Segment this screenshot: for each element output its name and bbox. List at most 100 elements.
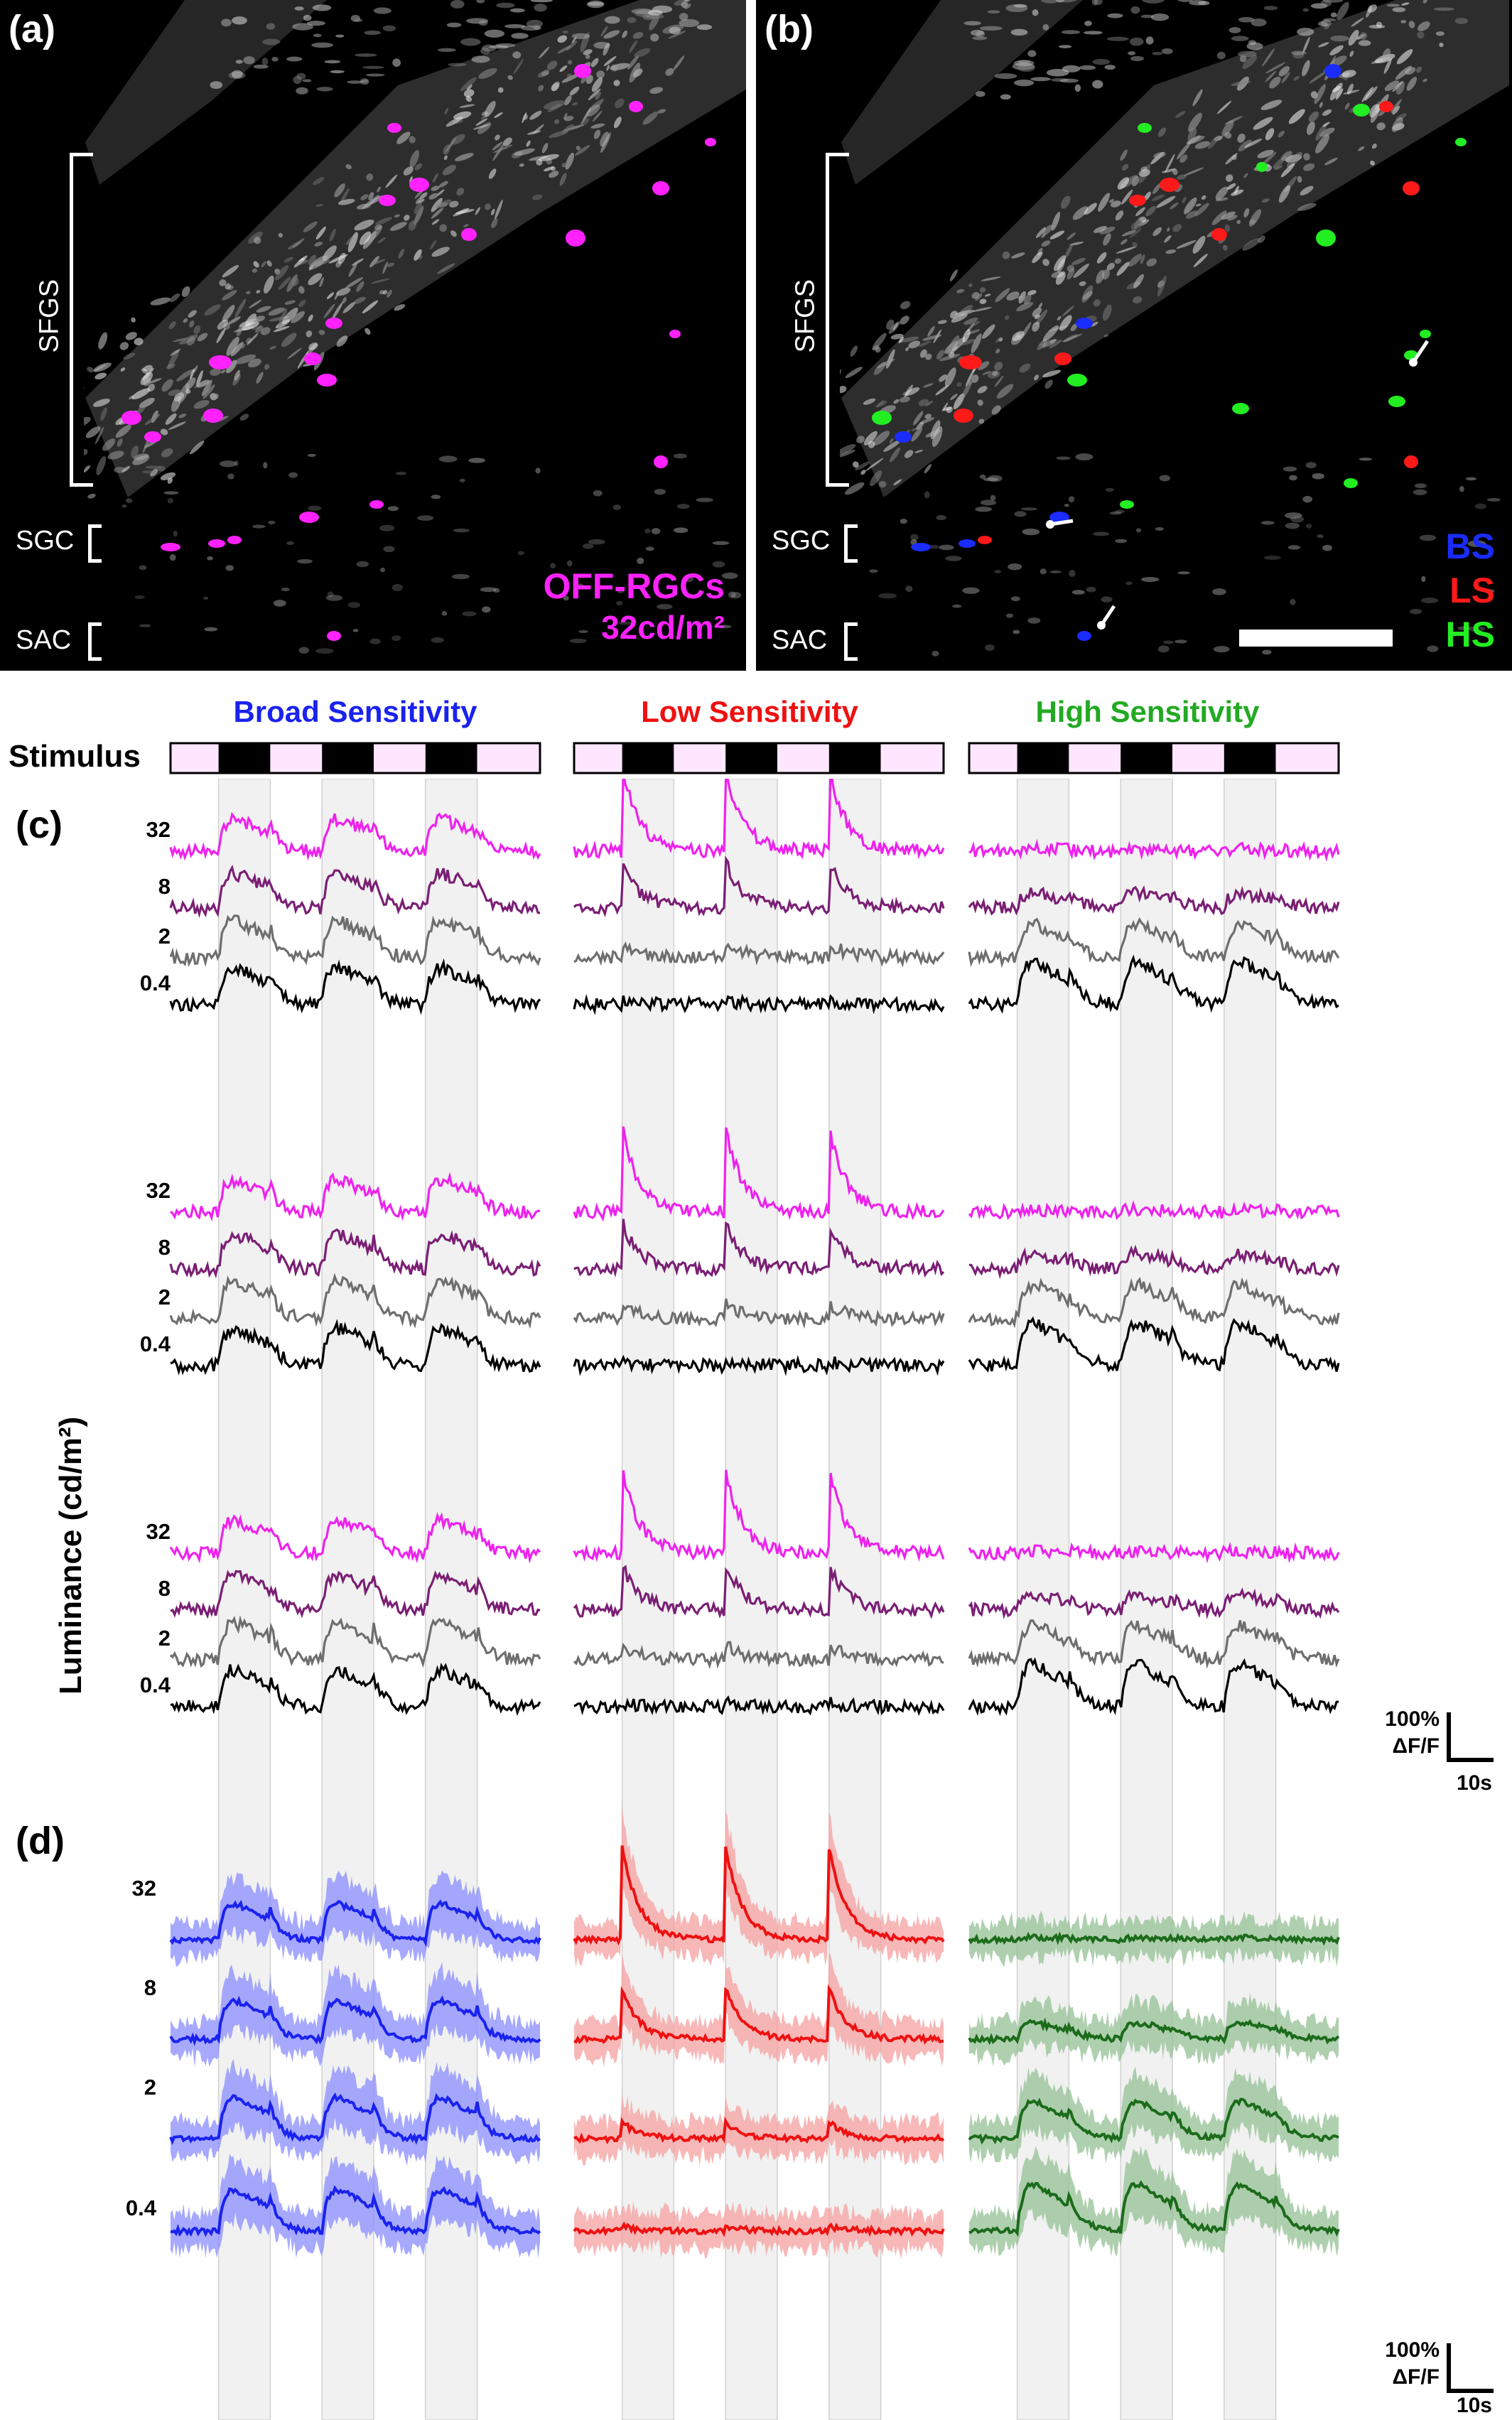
neuropil-fiber xyxy=(1415,66,1422,73)
panel-b-label: (b) xyxy=(765,8,814,50)
sgc-fiber xyxy=(682,576,694,583)
neuropil-fiber xyxy=(201,379,212,396)
neuropil-fiber xyxy=(480,47,490,55)
neuropil-fiber xyxy=(193,325,201,335)
sgc-fiber xyxy=(380,567,385,573)
neuropil-fiber xyxy=(385,174,398,188)
neuropil-fiber xyxy=(657,109,666,114)
neuropil-fiber xyxy=(335,34,345,38)
sgc-fiber xyxy=(1322,544,1332,551)
neuropil-fiber xyxy=(471,55,490,63)
neuropil-fiber xyxy=(877,399,885,407)
neuropil-fiber xyxy=(1121,163,1129,171)
rgc-bouton xyxy=(1049,512,1069,523)
neuropil-fiber xyxy=(652,5,673,13)
sgc-fiber xyxy=(1290,598,1296,605)
neuropil-fiber xyxy=(870,470,882,487)
neuropil-fiber xyxy=(287,347,302,360)
neuropil-fiber xyxy=(394,214,400,218)
neuropil-fiber xyxy=(1170,202,1179,210)
sgc-fiber xyxy=(651,528,661,535)
neuropil-fiber xyxy=(252,325,263,330)
off-epoch-shading xyxy=(1224,779,1277,2420)
sgc-fiber xyxy=(139,624,151,627)
neuropil-fiber xyxy=(1145,36,1154,45)
neuropil-fiber xyxy=(278,308,287,328)
neuropil-fiber xyxy=(1102,269,1110,280)
neuropil-fiber xyxy=(1329,45,1344,55)
neuropil-fiber xyxy=(1135,207,1145,217)
neuropil-fiber xyxy=(308,314,313,322)
neuropil-fiber xyxy=(1406,77,1418,91)
neuropil-fiber xyxy=(1193,254,1208,268)
sac-label-a: SAC xyxy=(16,625,72,655)
neuropil-fiber xyxy=(627,55,639,70)
sgc-fiber xyxy=(252,524,266,529)
neuropil-fiber xyxy=(908,340,921,349)
rgc-bouton xyxy=(409,178,429,192)
sgc-fiber xyxy=(1420,597,1439,604)
neuropil-fiber xyxy=(1286,151,1302,168)
rgc-bouton xyxy=(208,539,225,548)
neuropil-fiber xyxy=(231,70,243,79)
neuropil-fiber xyxy=(1260,99,1282,110)
neuropil-fiber xyxy=(92,399,110,407)
neuropil-fiber xyxy=(1152,183,1162,195)
stimulus-segment xyxy=(171,743,219,773)
neuropil-fiber xyxy=(273,325,290,333)
neuropil-fiber xyxy=(437,189,445,196)
neuropil-fiber xyxy=(414,249,422,261)
neuropil-fiber xyxy=(595,92,601,100)
neuropil-fiber xyxy=(1164,234,1172,243)
neuropil-fiber xyxy=(889,447,901,463)
neuropil-fiber xyxy=(235,60,243,64)
neuropil-fiber xyxy=(1042,225,1053,235)
neuropil-fiber xyxy=(232,16,247,25)
neuropil-fiber xyxy=(377,186,381,193)
rgc-bouton xyxy=(1067,374,1087,387)
neuropil-fiber xyxy=(1188,112,1202,132)
stimulus-segment xyxy=(674,743,726,773)
neuropil-fiber xyxy=(860,470,866,475)
neuropil-fiber xyxy=(409,176,413,183)
sgc-fiber xyxy=(1465,477,1477,481)
neuropil-fiber xyxy=(173,392,185,402)
neuropil-fiber xyxy=(1081,285,1094,303)
neuropil-fiber xyxy=(303,221,318,233)
rgc-bouton xyxy=(1344,478,1358,488)
neuropil-fiber xyxy=(446,117,463,127)
neuropil-fiber xyxy=(296,259,308,266)
neuropil-fiber xyxy=(409,136,416,144)
neuropil-fiber xyxy=(131,388,151,400)
sgc-fiber xyxy=(1260,521,1275,525)
neuropil-fiber xyxy=(256,306,271,313)
sgc-fiber xyxy=(924,491,930,499)
mean-trace xyxy=(169,1995,541,2046)
sgc-fiber xyxy=(1115,509,1125,514)
neuropil-fiber xyxy=(485,203,491,210)
neuropil-fiber xyxy=(1092,80,1103,89)
sgc-fiber xyxy=(975,507,993,512)
neuropil-fiber xyxy=(557,35,568,43)
neuropil-fiber xyxy=(465,96,472,102)
neuropil-fiber xyxy=(939,354,961,362)
neuropil-fiber xyxy=(911,428,918,431)
sgc-fiber xyxy=(1359,458,1373,461)
neuropil-fiber xyxy=(977,399,983,406)
neuropil-fiber xyxy=(1130,220,1143,230)
neuropil-fiber xyxy=(978,418,985,424)
neuropil-fiber xyxy=(1055,271,1066,285)
response-trace xyxy=(968,1244,1340,1280)
neuropil-fiber xyxy=(1057,315,1062,321)
neuropil-fiber xyxy=(534,4,547,12)
sgc-fiber xyxy=(431,637,444,643)
neuropil-fiber xyxy=(925,353,932,360)
neuropil-fiber xyxy=(488,168,497,180)
neuropil-fiber xyxy=(334,291,340,300)
neuropil-fiber xyxy=(308,273,323,286)
neuropil-fiber xyxy=(83,465,90,472)
sgc-fiber xyxy=(1014,511,1027,517)
rgc-bouton xyxy=(1077,631,1091,641)
neuropil-fiber xyxy=(1153,152,1166,158)
neuropil-fiber xyxy=(950,310,958,319)
